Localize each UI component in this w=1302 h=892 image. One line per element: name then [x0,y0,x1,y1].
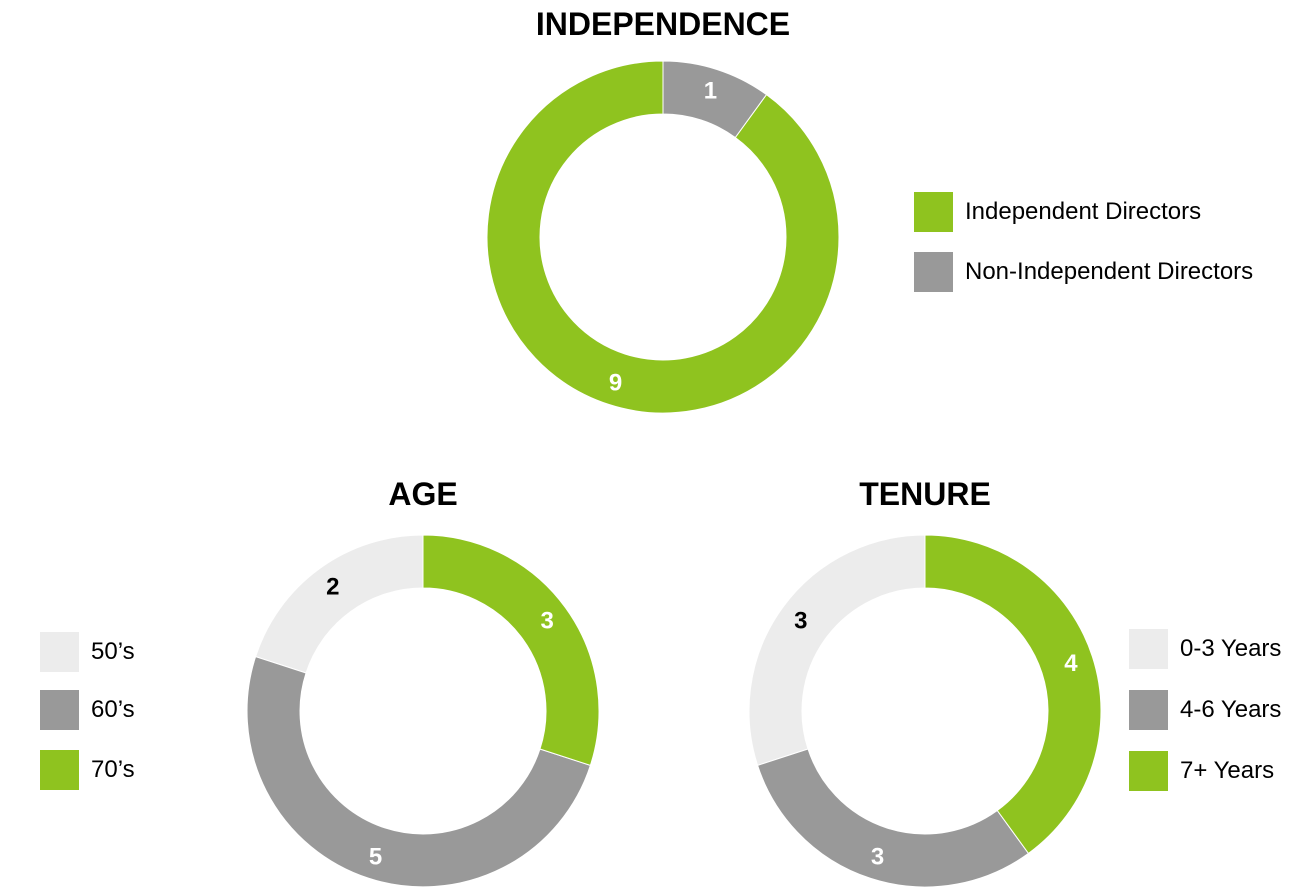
tenure-value-label-2: 4 [1064,650,1078,677]
legend-swatch [40,750,79,790]
legend-item-independent: Independent Directors [914,192,1201,232]
age-value-label-2: 3 [541,607,554,634]
age-slice-1 [246,655,592,888]
legend-label: 4-6 Years [1180,696,1282,723]
legend-item-0-3-years: 0-3 Years [1129,629,1281,669]
tenure-value-label-1: 3 [871,843,884,870]
legend-swatch [914,192,953,232]
age-slice-0 [254,534,424,674]
legend-label: Non-Independent Directors [965,258,1254,285]
legend-item-7-years: 7+ Years [1129,751,1274,791]
legend-item-non-independent: Non-Independent Directors [914,252,1253,292]
legend-item-4-6-years: 4-6 Years [1129,690,1281,730]
legend-item-50s: 50’s [40,632,135,672]
tenure-chart-title: TENURE [859,476,991,512]
legend-label: 50’s [91,638,135,665]
age-chart-title: AGE [388,476,458,512]
tenure-value-label-0: 3 [794,607,807,634]
tenure-slice-1 [756,748,1030,888]
age-value-label-1: 5 [369,843,382,870]
legend-swatch [1129,690,1168,730]
independence-value-label-1: 1 [704,78,717,105]
legend-label: Independent Directors [965,198,1202,225]
legend-swatch [1129,629,1168,669]
legend-item-70s: 70’s [40,750,135,790]
legend-label: 7+ Years [1180,757,1275,784]
legend-swatch [914,252,953,292]
independence-slice-1 [662,60,768,139]
age-value-label-0: 2 [326,573,339,600]
legend-swatch [40,690,79,730]
legend-item-60s: 60’s [40,690,135,730]
legend-swatch [1129,751,1168,791]
legend-label: 0-3 Years [1180,635,1282,662]
tenure-slice-0 [748,534,926,767]
age-slice-2 [422,534,600,767]
legend-label: 70’s [91,756,135,783]
independence-slice-0 [486,60,840,414]
independence-value-label-0: 9 [609,369,622,396]
independence-chart-title: INDEPENDENCE [535,6,791,42]
legend-label: 60’s [91,696,135,723]
legend-swatch [40,632,79,672]
tenure-slice-2 [924,534,1102,855]
